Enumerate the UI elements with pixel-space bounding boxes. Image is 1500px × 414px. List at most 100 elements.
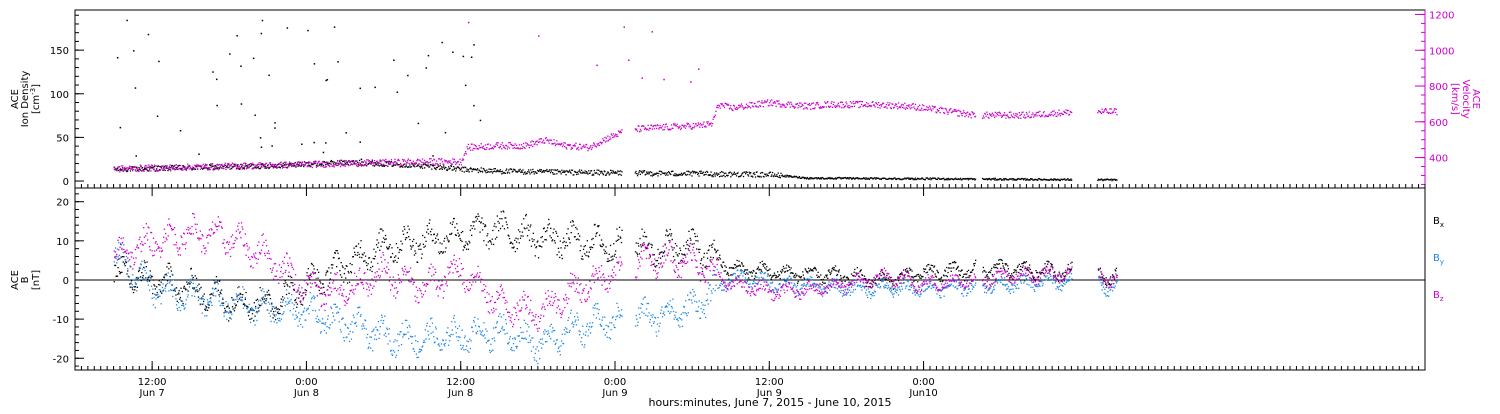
point-bx [819, 276, 820, 277]
point-bx [215, 288, 216, 289]
velocity-point [877, 104, 878, 105]
density-unit-close: ] [31, 84, 42, 88]
velocity-point [670, 129, 671, 130]
density-point [766, 175, 767, 176]
density-point [471, 171, 472, 172]
density-point [274, 166, 275, 167]
density-point [121, 169, 122, 170]
point-bx [592, 247, 593, 248]
density-point [974, 178, 975, 179]
point-by [308, 308, 309, 309]
point-bx [364, 252, 365, 253]
point-by [239, 294, 240, 295]
point-bx [584, 246, 585, 247]
velocity-point [972, 112, 973, 113]
point-bx [332, 264, 333, 265]
density-point [452, 169, 453, 170]
point-bx [483, 240, 484, 241]
density-point [507, 172, 508, 173]
velocity-point [838, 103, 839, 104]
point-bx [198, 296, 199, 297]
point-bx [644, 232, 645, 233]
density-point [560, 171, 561, 172]
point-by [150, 275, 151, 276]
point-bx [891, 281, 892, 282]
point-by [500, 331, 501, 332]
point-bx [456, 223, 457, 224]
velocity-point [543, 140, 544, 141]
point-bx [470, 230, 471, 231]
point-by [123, 244, 124, 245]
density-point [611, 170, 612, 171]
point-by [269, 313, 270, 314]
point-by [210, 301, 211, 302]
density-point [785, 175, 786, 176]
point-by [214, 289, 215, 290]
velocity-point [556, 144, 557, 145]
point-by [322, 318, 323, 319]
point-bx [232, 306, 233, 307]
density-outlier-point [148, 34, 150, 36]
point-bx [967, 277, 968, 278]
point-by [114, 261, 115, 262]
point-bx [236, 296, 237, 297]
velocity-point [648, 125, 649, 126]
velocity-point [909, 106, 910, 107]
point-by [356, 326, 357, 327]
velocity-point [452, 164, 453, 165]
point-by [287, 298, 288, 299]
point-bx [725, 270, 726, 271]
point-bx [540, 237, 541, 238]
point-bx [892, 283, 893, 284]
density-point [124, 169, 125, 170]
point-bx [479, 221, 480, 222]
point-bx [746, 269, 747, 270]
point-by [386, 336, 387, 337]
velocity-point [686, 125, 687, 126]
velocity-point [666, 124, 667, 125]
point-by [117, 256, 118, 257]
density-point [609, 173, 610, 174]
point-bx [972, 269, 973, 270]
point-bx [347, 282, 348, 283]
density-point [650, 175, 651, 176]
point-by [380, 320, 381, 321]
point-bx [422, 235, 423, 236]
point-bx [596, 232, 597, 233]
point-by [136, 290, 137, 291]
velocity-point [858, 107, 859, 108]
point-by [492, 338, 493, 339]
point-bx [558, 251, 559, 252]
density-point [505, 173, 506, 174]
series-by [114, 242, 1118, 364]
velocity-point [680, 129, 681, 130]
point-bx [376, 244, 377, 245]
point-bx [601, 239, 602, 240]
point-by [300, 324, 301, 325]
velocity-point [684, 126, 685, 127]
point-bx [229, 317, 230, 318]
point-bx [936, 270, 937, 271]
point-by [209, 298, 210, 299]
point-bx [782, 269, 783, 270]
point-bx [641, 246, 642, 247]
velocity-point [392, 165, 393, 166]
point-bx [447, 239, 448, 240]
b-tick-label: 0 [63, 276, 69, 287]
point-bx [468, 241, 469, 242]
velocity-point [389, 163, 390, 164]
point-bx [342, 265, 343, 266]
velocity-point [486, 147, 487, 148]
point-bx [462, 231, 463, 232]
point-bx [461, 232, 462, 233]
point-by [373, 330, 374, 331]
density-point [640, 174, 641, 175]
velocity-point [210, 169, 211, 170]
point-bx [651, 247, 652, 248]
point-bx [833, 269, 834, 270]
velocity-point [955, 109, 956, 110]
velocity-axis-title-line2: Velocity [1460, 79, 1471, 118]
point-bx [431, 234, 432, 235]
point-by [247, 312, 248, 313]
